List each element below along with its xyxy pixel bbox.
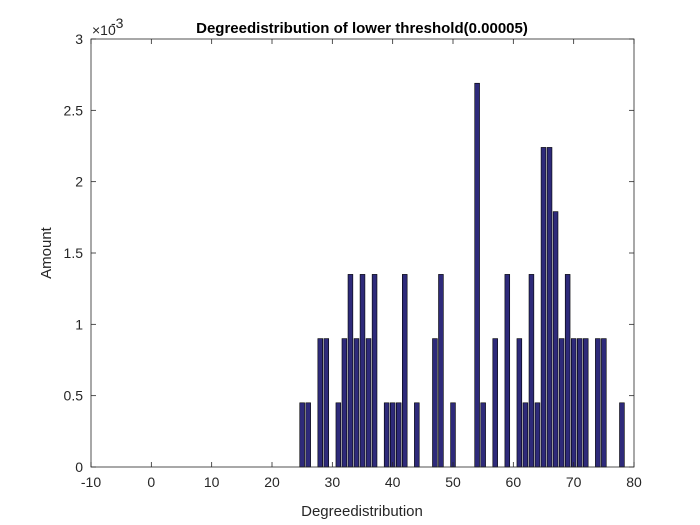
x-tick-label: 20 bbox=[264, 474, 280, 490]
bar bbox=[347, 274, 354, 468]
y-axis-label: Amount bbox=[38, 226, 55, 279]
y-tick-label: 2.5 bbox=[64, 102, 84, 118]
bar bbox=[576, 338, 583, 468]
bar bbox=[528, 274, 535, 468]
bar bbox=[474, 82, 480, 468]
bar bbox=[383, 402, 390, 468]
bar bbox=[504, 274, 511, 468]
bar bbox=[492, 338, 498, 468]
bar bbox=[552, 211, 559, 468]
x-tick-label: 10 bbox=[204, 474, 220, 490]
y-tick-label: 0 bbox=[75, 459, 83, 475]
x-axis-label: Degreedistribution bbox=[301, 503, 423, 520]
y-exponent-power: -3 bbox=[111, 15, 124, 31]
bar bbox=[305, 402, 311, 468]
bar bbox=[619, 402, 625, 468]
bar bbox=[540, 147, 547, 468]
bar bbox=[323, 338, 330, 468]
x-tick-label: 80 bbox=[626, 474, 642, 490]
bar bbox=[414, 402, 420, 468]
y-exponent: ×10 -3 bbox=[92, 15, 124, 38]
bar bbox=[601, 338, 607, 468]
bar bbox=[359, 274, 366, 468]
bar bbox=[317, 338, 323, 468]
y-tick-label: 2 bbox=[75, 174, 83, 190]
bar bbox=[583, 338, 589, 468]
bar bbox=[564, 274, 571, 468]
bar bbox=[402, 274, 408, 468]
y-tick-label: 0.5 bbox=[64, 388, 84, 404]
bar bbox=[299, 402, 305, 468]
bar bbox=[335, 402, 342, 468]
x-ticks-group: -10 0 10 20 30 40 50 60 70 80 bbox=[81, 39, 642, 490]
bar bbox=[480, 402, 486, 468]
bar bbox=[570, 338, 577, 468]
x-tick-label: -10 bbox=[81, 474, 101, 490]
bar bbox=[341, 338, 348, 468]
x-tick-label: 60 bbox=[506, 474, 522, 490]
bar bbox=[546, 147, 553, 468]
chart-title: Degreedistribution of lower threshold(0.… bbox=[196, 20, 528, 37]
y-tick-label: 3 bbox=[75, 31, 83, 47]
bar bbox=[432, 338, 438, 468]
x-tick-label: 40 bbox=[385, 474, 401, 490]
y-exponent-base: ×10 bbox=[92, 22, 116, 38]
bar bbox=[534, 402, 541, 468]
y-tick-label: 1.5 bbox=[64, 245, 84, 261]
bar bbox=[595, 338, 601, 468]
bar bbox=[522, 402, 529, 468]
bar bbox=[389, 402, 396, 468]
y-ticks-group: 0 0.5 1 1.5 2 2.5 3 bbox=[64, 31, 634, 475]
bar bbox=[353, 338, 360, 468]
bar bbox=[450, 402, 456, 468]
x-tick-label: 0 bbox=[147, 474, 155, 490]
bar bbox=[516, 338, 523, 468]
y-tick-label: 1 bbox=[75, 316, 83, 332]
bar bbox=[438, 274, 444, 468]
bar bbox=[365, 338, 372, 468]
bar bbox=[371, 274, 378, 468]
x-tick-label: 30 bbox=[325, 474, 341, 490]
x-tick-label: 70 bbox=[566, 474, 582, 490]
bar bbox=[558, 338, 565, 468]
x-tick-label: 50 bbox=[445, 474, 461, 490]
bar bbox=[395, 402, 402, 468]
